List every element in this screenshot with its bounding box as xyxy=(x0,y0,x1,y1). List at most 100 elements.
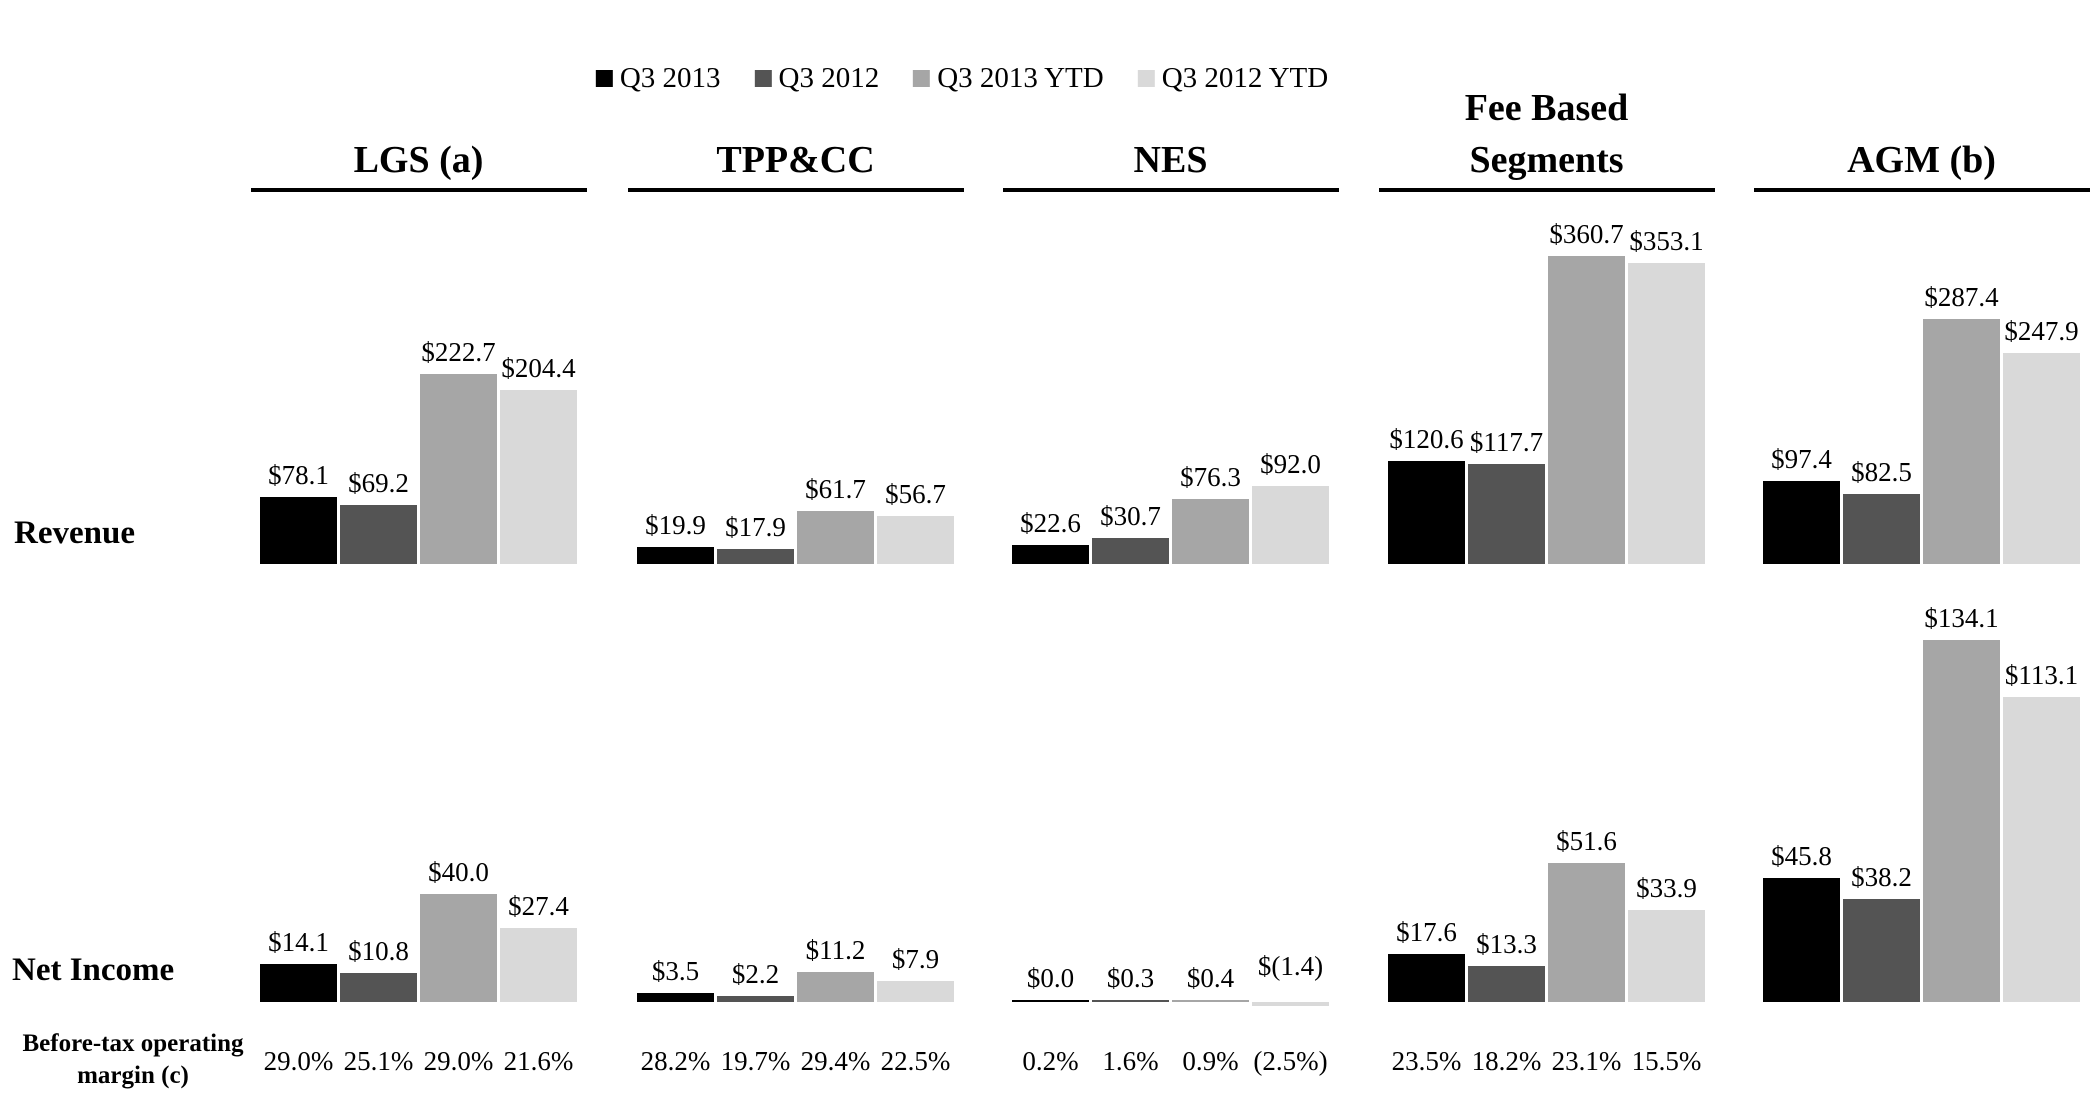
revenue-bar xyxy=(1548,256,1625,564)
margin-label-line1: Before-tax operating xyxy=(22,1030,244,1057)
revenue-value-label: $92.0 xyxy=(1260,449,1321,479)
net-income-value-label: $0.0 xyxy=(1026,963,1075,993)
legend-item: Q3 2013 YTD xyxy=(913,62,1104,95)
legend-label: Q3 2012 xyxy=(778,62,880,94)
legend-swatch xyxy=(754,70,772,87)
net-income-bar xyxy=(1843,899,1920,1002)
net-income-value-label: $13.3 xyxy=(1476,929,1537,959)
revenue-value-label: $30.7 xyxy=(1100,501,1161,531)
margin-value: 23.1% xyxy=(1551,1046,1622,1076)
net-income-bar xyxy=(1468,966,1545,1002)
net-income-value-label: $45.8 xyxy=(1771,841,1832,871)
net-income-bar xyxy=(717,996,794,1002)
net-income-value-label: $27.4 xyxy=(508,891,569,921)
revenue-bar xyxy=(1468,464,1545,564)
legend-swatch xyxy=(595,70,613,87)
net-income-value-label: $33.9 xyxy=(1636,873,1697,903)
net-income-bar xyxy=(797,972,874,1002)
margin-value: 22.5% xyxy=(880,1046,951,1076)
net-income-bar xyxy=(1388,954,1465,1002)
legend-label: Q3 2013 YTD xyxy=(937,62,1104,94)
row-label-net-income: Net Income xyxy=(12,952,175,988)
segment-header-line: Fee Based xyxy=(1464,87,1629,130)
net-income-value-label: $0.4 xyxy=(1186,963,1235,993)
segment-header-line: Segments xyxy=(1469,138,1624,181)
net-income-bar xyxy=(1548,863,1625,1002)
margin-value: 29.0% xyxy=(423,1046,494,1076)
revenue-bar xyxy=(1923,319,2000,564)
net-income-bar xyxy=(420,894,497,1002)
net-income-bar xyxy=(1092,1000,1169,1002)
net-income-bar xyxy=(1923,640,2000,1002)
row-label-margin: Before-tax operating margin (c) xyxy=(0,1028,266,1092)
revenue-value-label: $69.2 xyxy=(348,468,409,498)
net-income-value-label: $38.2 xyxy=(1851,862,1912,892)
net-income-bar xyxy=(877,981,954,1002)
margin-value: 0.9% xyxy=(1182,1046,1239,1076)
segment-header-line: TPP&CC xyxy=(716,138,875,181)
revenue-bar xyxy=(1388,461,1465,564)
segment-header-underline xyxy=(1378,188,1715,192)
segment-header: AGM (b) xyxy=(1754,135,2090,186)
net-income-value-label: $2.2 xyxy=(731,959,780,989)
revenue-bar xyxy=(2003,353,2080,564)
net-income-bar xyxy=(500,928,577,1002)
net-income-value-label: $14.1 xyxy=(268,927,329,957)
net-income-bar xyxy=(2003,697,2080,1002)
net-income-value-label: $17.6 xyxy=(1396,917,1457,947)
revenue-value-label: $117.7 xyxy=(1469,427,1544,457)
segment-header: NES xyxy=(1003,135,1339,186)
margin-value: 15.5% xyxy=(1631,1046,1702,1076)
segment-header: TPP&CC xyxy=(628,135,964,186)
revenue-value-label: $76.3 xyxy=(1180,462,1241,492)
revenue-value-label: $19.9 xyxy=(645,510,706,540)
segment-header: Fee Based Segments xyxy=(1379,83,1715,186)
revenue-bar xyxy=(340,505,417,564)
net-income-value-label: $3.5 xyxy=(651,956,700,986)
legend-swatch xyxy=(1137,70,1155,87)
net-income-bar xyxy=(637,993,714,1002)
revenue-value-label: $247.9 xyxy=(2004,316,2079,346)
legend-swatch xyxy=(913,70,931,87)
margin-value: 23.5% xyxy=(1391,1046,1462,1076)
legend-item: Q3 2013 xyxy=(595,62,721,95)
revenue-bar xyxy=(717,549,794,564)
revenue-value-label: $204.4 xyxy=(501,353,576,383)
revenue-bar xyxy=(1172,499,1249,564)
revenue-bar xyxy=(797,511,874,564)
revenue-value-label: $82.5 xyxy=(1851,457,1912,487)
margin-value: 21.6% xyxy=(503,1046,574,1076)
margin-value: 19.7% xyxy=(720,1046,791,1076)
net-income-value-label: $11.2 xyxy=(805,935,866,965)
legend-label: Q3 2012 YTD xyxy=(1161,62,1329,94)
net-income-bar xyxy=(1252,1002,1329,1006)
net-income-bar xyxy=(340,973,417,1002)
net-income-bar xyxy=(1628,910,1705,1002)
margin-value: 18.2% xyxy=(1471,1046,1542,1076)
net-income-value-label: $7.9 xyxy=(891,944,940,974)
net-income-value-label: $0.3 xyxy=(1106,963,1155,993)
revenue-bar xyxy=(500,390,577,564)
revenue-value-label: $360.7 xyxy=(1549,219,1624,249)
margin-value: 0.2% xyxy=(1022,1046,1079,1076)
revenue-value-label: $17.9 xyxy=(725,512,786,542)
revenue-value-label: $287.4 xyxy=(1924,282,1999,312)
revenue-bar xyxy=(260,497,337,564)
segment-header-underline xyxy=(627,188,964,192)
margin-value: 1.6% xyxy=(1102,1046,1159,1076)
net-income-value-label: $113.1 xyxy=(2004,660,2079,690)
net-income-value-label: $(1.4) xyxy=(1257,951,1324,981)
legend-label: Q3 2013 xyxy=(619,62,721,94)
revenue-value-label: $61.7 xyxy=(805,474,866,504)
legend-item: Q3 2012 YTD xyxy=(1137,62,1329,95)
segment-header-line: LGS (a) xyxy=(353,138,484,181)
net-income-bar xyxy=(1763,878,1840,1002)
legend-item: Q3 2012 xyxy=(754,62,880,95)
revenue-bar xyxy=(1628,263,1705,564)
segment-header-line: NES xyxy=(1133,138,1208,181)
net-income-bar xyxy=(1172,1000,1249,1002)
net-income-value-label: $40.0 xyxy=(428,857,489,887)
segment-header-line: AGM (b) xyxy=(1847,138,1996,181)
revenue-value-label: $56.7 xyxy=(885,479,946,509)
